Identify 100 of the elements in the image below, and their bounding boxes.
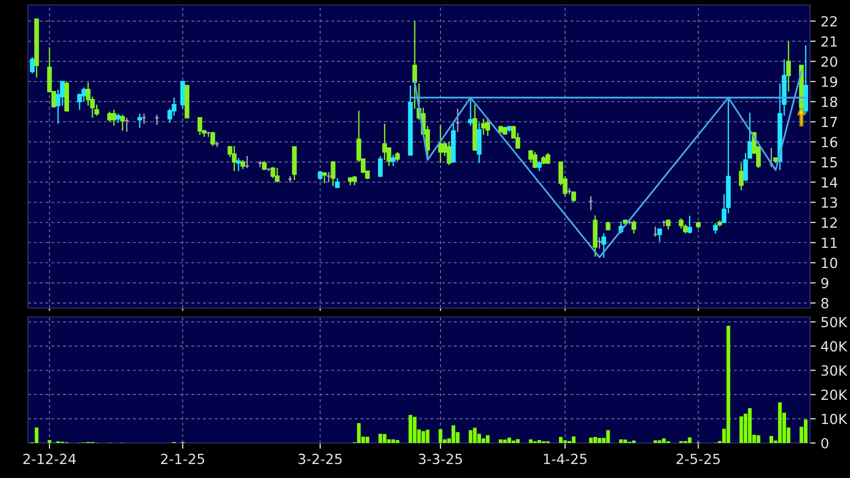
bar: [452, 425, 456, 443]
bar: [653, 440, 658, 443]
bar: [778, 402, 782, 443]
y-tick-label: 15: [822, 157, 837, 168]
candlestick: [738, 162, 744, 191]
bar: [486, 435, 490, 443]
candlestick: [318, 170, 323, 181]
candlestick: [262, 160, 267, 171]
y-tick-label: 22: [821, 16, 837, 26]
candlestick: [274, 167, 280, 183]
candlestick: [786, 40, 791, 92]
candlestick: [240, 159, 246, 170]
candlestick: [631, 220, 636, 234]
bar: [391, 439, 396, 443]
bar: [408, 414, 412, 443]
y-tick-label: 50K: [821, 316, 848, 328]
candlestick: [232, 145, 237, 172]
bar: [537, 440, 542, 443]
y-tick-label: 18: [822, 96, 838, 108]
bar: [378, 434, 382, 443]
candlestick: [678, 218, 684, 230]
bar: [572, 436, 576, 443]
bar: [507, 438, 512, 443]
y-tick-label: 12: [822, 217, 837, 228]
candlestick: [112, 109, 116, 126]
bar: [503, 440, 507, 443]
bar: [396, 440, 400, 443]
candlestick: [687, 215, 692, 234]
candlestick: [198, 117, 202, 136]
candlestick: [666, 218, 671, 230]
bar: [739, 416, 744, 443]
candlestick: [116, 113, 121, 124]
candlestick: [606, 220, 610, 232]
y-tick-label: 21: [821, 36, 837, 47]
candlestick: [713, 222, 718, 234]
y-tick-label: 0: [821, 438, 828, 448]
bar: [658, 440, 662, 443]
y-tick-label: 8: [821, 298, 828, 308]
candlestick: [446, 141, 452, 166]
candlestick: [657, 228, 662, 242]
candlestick: [395, 151, 400, 162]
y-tick-label: 19: [822, 76, 838, 87]
bar: [619, 439, 623, 443]
bar: [804, 419, 808, 443]
y-tick-label: 9: [821, 278, 828, 288]
x-tick-label: 3-2-25: [298, 454, 342, 464]
bar: [34, 427, 38, 443]
candlestick: [485, 117, 490, 136]
candlestick: [601, 232, 606, 258]
candlestick: [330, 160, 336, 187]
candlestick: [571, 190, 576, 203]
bar: [623, 440, 628, 443]
bar: [412, 416, 417, 443]
bar: [770, 436, 774, 443]
y-tick-label: 16: [822, 136, 838, 148]
bar: [382, 434, 386, 443]
x-tick-label: 2-1-25: [161, 454, 204, 464]
candlestick: [352, 176, 357, 186]
bar: [563, 440, 567, 443]
bar: [426, 430, 430, 443]
candlestick: [546, 152, 550, 165]
candlestick: [210, 131, 216, 147]
bar: [482, 438, 486, 443]
bar: [606, 430, 610, 443]
y-tick-label: 40K: [821, 341, 848, 352]
bar: [558, 436, 563, 443]
bar: [468, 430, 472, 443]
x-tick-label: 2-5-25: [676, 454, 720, 464]
bar: [48, 440, 52, 443]
bar: [366, 436, 370, 443]
y-tick-label: 14: [822, 177, 838, 188]
bar: [756, 435, 760, 443]
candlestick: [378, 155, 383, 178]
candlestick: [468, 99, 473, 126]
candlestick: [322, 171, 327, 184]
bar: [421, 431, 426, 443]
x-tick-label: 1-4-25: [544, 454, 587, 464]
candlestick: [137, 113, 142, 128]
candlestick: [481, 118, 486, 136]
y-tick-label: 20: [821, 56, 838, 67]
candlestick: [390, 154, 396, 167]
candlestick: [236, 157, 241, 172]
bar: [589, 438, 593, 443]
x-tick-label: 3-3-25: [418, 454, 462, 464]
y-tick-label: 10: [822, 258, 838, 268]
y-tick-label: 30K: [821, 365, 848, 376]
candlestick: [536, 160, 542, 172]
bar: [662, 438, 666, 443]
y-tick-label: 13: [822, 197, 837, 208]
x-tick-label: 2-12-24: [23, 454, 76, 464]
candlestick: [120, 114, 125, 132]
y-tick-label: 17: [822, 116, 837, 128]
candlestick: [30, 56, 35, 74]
y-tick-label: 20K: [821, 390, 848, 400]
bar: [438, 429, 442, 443]
candlestick: [532, 151, 538, 169]
candlestick: [270, 166, 276, 179]
bar: [598, 438, 602, 443]
y-tick-label: 10K: [822, 414, 848, 424]
bar: [688, 437, 692, 443]
